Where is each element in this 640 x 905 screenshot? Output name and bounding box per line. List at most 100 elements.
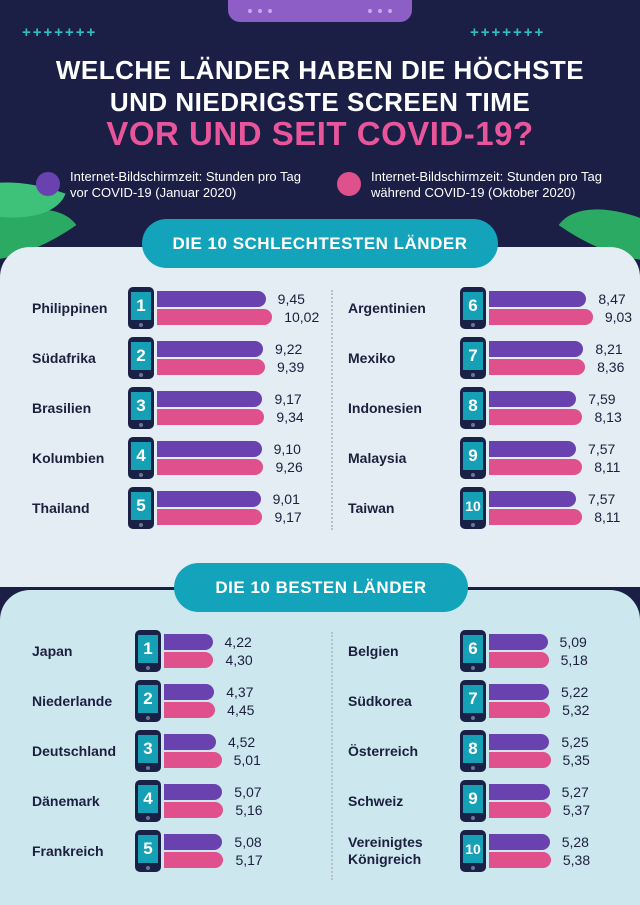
- worst-bar-before: [489, 491, 577, 507]
- worst-bar-before: [157, 291, 266, 307]
- worst-value-before: 7,57: [588, 441, 616, 457]
- title-line-3: VOR UND SEIT COVID-19?: [106, 115, 534, 152]
- phone-home-button: [471, 473, 475, 477]
- best-value-before: 5,09: [559, 634, 587, 650]
- worst-value-before: 8,47: [598, 291, 626, 307]
- worst-column-divider: [331, 290, 333, 530]
- worst-rank-number: 9: [463, 442, 483, 470]
- best-bar-before: [164, 684, 215, 700]
- phone-home-button: [139, 373, 143, 377]
- best-value-before: 5,07: [234, 784, 262, 800]
- best-value-before: 5,08: [234, 834, 262, 850]
- best-value-after: 5,37: [562, 802, 590, 818]
- best-rank-phone-icon: 6: [460, 630, 486, 672]
- legend-before-swatch: [36, 172, 60, 196]
- worst-rank-phone-icon: 1: [128, 287, 154, 329]
- best-country-name: Deutschland: [32, 743, 116, 760]
- best-country-name-line: Südkorea: [348, 692, 412, 709]
- phone-home-button: [139, 423, 143, 427]
- best-rank-phone-icon: 3: [135, 730, 161, 772]
- worst-value-after: 8,36: [597, 359, 625, 375]
- phone-home-button: [471, 816, 475, 820]
- best-country-name: Südkorea: [348, 693, 412, 710]
- best-value-after: 5,17: [235, 852, 263, 868]
- worst-country-name-line: Argentinien: [348, 299, 426, 316]
- best-country-name-line: Schweiz: [348, 792, 404, 809]
- worst-country-name-line: Taiwan: [348, 499, 395, 516]
- phone-home-button: [471, 323, 475, 327]
- best-bar-after: [164, 702, 216, 718]
- phone-home-button: [139, 473, 143, 477]
- best-bar-after: [489, 702, 551, 718]
- best-rank-number: 5: [138, 835, 158, 863]
- worst-rank-number: 7: [463, 342, 483, 370]
- worst-country-name-line: Philippinen: [32, 299, 108, 316]
- notch-dot: [248, 9, 252, 13]
- best-value-before: 5,27: [561, 784, 589, 800]
- best-bar-before: [489, 634, 548, 650]
- best-rank-number: 10: [463, 835, 483, 863]
- worst-country-name: Südafrika: [32, 350, 96, 367]
- worst-rank-phone-icon: 9: [460, 437, 486, 479]
- worst-bar-after: [489, 309, 593, 325]
- best-value-after: 5,01: [233, 752, 261, 768]
- best-column-divider: [331, 632, 333, 880]
- title-line-1: WELCHE LÄNDER HABEN DIE HÖCHSTE: [55, 55, 585, 85]
- worst-bar-after: [157, 309, 273, 325]
- best-country-name-line: Vereinigtes: [348, 834, 423, 850]
- worst-country-name-line: Thailand: [32, 499, 90, 516]
- worst-rank-phone-icon: 5: [128, 487, 154, 529]
- best-country-name-line: Japan: [32, 642, 73, 659]
- title-line-2: UND NIEDRIGSTE SCREEN TIME: [109, 87, 531, 117]
- phone-home-button: [471, 716, 475, 720]
- worst-country-name-line: Südafrika: [32, 349, 96, 366]
- notch-dot: [378, 9, 382, 13]
- best-value-before: 4,52: [227, 734, 256, 750]
- worst-rank-phone-icon: 4: [128, 437, 154, 479]
- best-rank-number: 8: [463, 735, 483, 763]
- worst-value-after: 9,34: [276, 409, 304, 425]
- worst-country-name-line: Mexiko: [348, 349, 396, 366]
- best-bar-after: [164, 802, 224, 818]
- best-bar-after: [164, 852, 224, 868]
- worst-country-name: Brasilien: [32, 400, 91, 417]
- best-country-name: Niederlande: [32, 693, 112, 710]
- worst-value-before: 9,10: [273, 441, 301, 457]
- worst-country-name: Argentinien: [348, 300, 426, 317]
- notch-dot: [268, 9, 272, 13]
- best-bar-before: [164, 834, 223, 850]
- worst-bar-before: [157, 491, 261, 507]
- worst-rank-number: 1: [131, 292, 151, 320]
- phone-home-button: [146, 766, 150, 770]
- best-country-name: Japan: [32, 643, 72, 660]
- legend-before-line-1: Internet-Bildschirmzeit: Stunden pro Tag: [70, 169, 301, 184]
- worst-country-name-line: Kolumbien: [32, 449, 105, 466]
- best-value-after: 4,30: [225, 652, 253, 668]
- best-rank-phone-icon: 10: [460, 830, 486, 872]
- best-country-name-line: Niederlande: [32, 692, 113, 709]
- worst-bar-before: [157, 341, 264, 357]
- legend-after-line-2: während COVID-19 (Oktober 2020): [371, 185, 576, 200]
- best-rank-phone-icon: 4: [135, 780, 161, 822]
- best-bar-after: [164, 652, 214, 668]
- best-value-before: 5,22: [561, 684, 589, 700]
- top-notch-decoration: [228, 0, 412, 22]
- best-country-name-line: Dänemark: [32, 792, 100, 809]
- best-bar-after: [164, 752, 222, 768]
- worst-value-after: 10,02: [284, 309, 320, 325]
- worst-rank-number: 2: [131, 342, 151, 370]
- best-rank-phone-icon: 2: [135, 680, 161, 722]
- worst-country-name: Indonesien: [348, 400, 422, 417]
- best-country-name: Schweiz: [348, 793, 403, 810]
- worst-country-name: Mexiko: [348, 350, 395, 367]
- phone-home-button: [471, 666, 475, 670]
- best-value-after: 5,16: [235, 802, 263, 818]
- worst-country-name: Thailand: [32, 500, 90, 517]
- best-bar-after: [489, 652, 549, 668]
- best-bar-before: [164, 784, 223, 800]
- worst-value-before: 7,57: [588, 491, 616, 507]
- worst-country-name: Philippinen: [32, 300, 107, 317]
- best-country-name: Vereinigtes Königreich: [348, 834, 423, 868]
- best-value-after: 5,18: [560, 652, 588, 668]
